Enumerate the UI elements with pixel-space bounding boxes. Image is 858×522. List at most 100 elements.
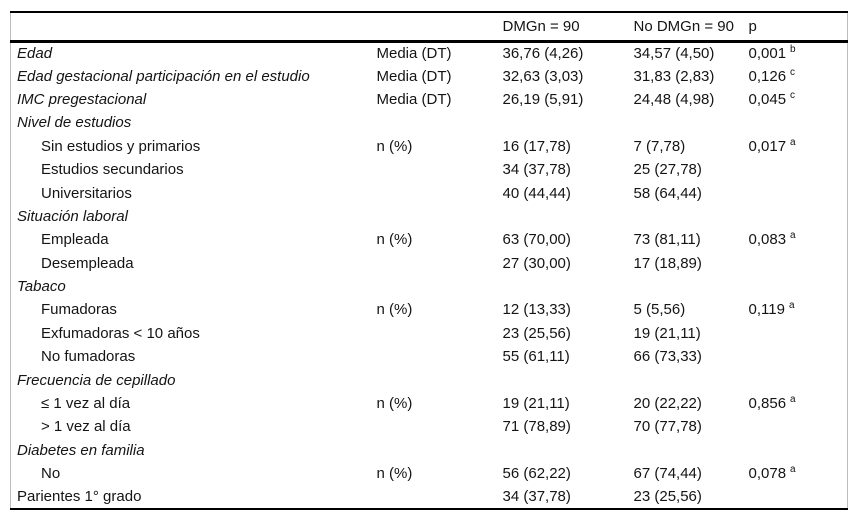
header-empty-label-cell xyxy=(11,12,377,41)
p-value: 0,083 xyxy=(748,231,787,249)
dmg-value-cell: 19 (21,11) xyxy=(502,395,570,413)
p-value-cell xyxy=(749,439,848,462)
dmg-value-cell: 63 (70,00) xyxy=(502,231,571,249)
no-dmg-value-cell: 58 (64,44) xyxy=(633,184,702,202)
row-label: No fumadoras xyxy=(41,348,136,366)
row-label: ≤ 1 vez al día xyxy=(41,395,131,413)
no-dmg-value-cell: 19 (21,11) xyxy=(633,324,701,342)
dmg-value-cell: 32,63 (3,03) xyxy=(502,67,584,85)
row-label: Universitarios xyxy=(41,184,132,202)
row-label: IMC pregestacional xyxy=(17,90,147,108)
stat-type-cell xyxy=(377,439,503,462)
table-row: No n (%) 56 (62,22) 67 (74,44) 0,078 a xyxy=(11,462,848,485)
row-label: Frecuencia de cepillado xyxy=(17,371,176,389)
header-col-p: p xyxy=(748,17,757,35)
no-dmg-value-cell xyxy=(634,368,749,391)
table-row: Estudios secundarios 34 (37,78) 25 (27,7… xyxy=(11,158,848,181)
stat-type-cell: n (%) xyxy=(376,301,413,319)
no-dmg-value-cell: 7 (7,78) xyxy=(633,137,686,155)
row-label: Desempleada xyxy=(41,254,134,272)
header-col-dmg: DMGn = 90 xyxy=(502,17,580,35)
row-label: Situación laboral xyxy=(17,207,128,225)
dmg-value-cell: 34 (37,78) xyxy=(502,488,571,506)
p-value-cell xyxy=(749,345,848,368)
no-dmg-value-cell: 34,57 (4,50) xyxy=(633,44,715,62)
stat-type-cell xyxy=(377,275,503,298)
row-label-cell: Desempleada xyxy=(11,252,377,275)
row-label: Sin estudios y primarios xyxy=(41,137,201,155)
table-row: Desempleada 27 (30,00) 17 (18,89) xyxy=(11,252,848,275)
header-row: DMGn = 90 No DMGn = 90 p xyxy=(10,12,848,41)
p-superscript: a xyxy=(790,464,796,476)
stat-type-cell xyxy=(377,111,503,134)
table-row: Tabaco xyxy=(11,275,848,298)
dmg-value-cell: 26,19 (5,91) xyxy=(502,90,584,108)
p-value-cell: 0,856 a xyxy=(749,392,848,415)
stat-type-cell xyxy=(377,485,503,508)
no-dmg-value-cell: 73 (81,11) xyxy=(633,231,701,249)
p-value-cell xyxy=(749,252,848,275)
p-superscript: c xyxy=(790,89,796,101)
row-label-cell: Sin estudios y primarios xyxy=(11,135,377,158)
dmg-value-cell: 71 (78,89) xyxy=(502,418,571,436)
p-superscript: a xyxy=(790,230,796,242)
stat-type-cell: Media (DT) xyxy=(376,90,452,108)
stat-type-cell xyxy=(377,368,503,391)
row-label-cell: Estudios secundarios xyxy=(11,158,377,181)
p-superscript: a xyxy=(790,394,796,406)
table-row: Parientes 1° grado 34 (37,78) 23 (25,56) xyxy=(11,485,848,508)
dmg-value-cell xyxy=(503,111,634,134)
stat-type-cell xyxy=(377,415,503,438)
row-label-cell: Nivel de estudios xyxy=(11,111,377,134)
row-label-cell: Fumadoras xyxy=(11,298,377,321)
p-value: 0,001 xyxy=(748,44,787,62)
table-row: Universitarios 40 (44,44) 58 (64,44) xyxy=(11,181,848,204)
p-superscript: a xyxy=(788,300,795,312)
table-row: > 1 vez al día 71 (78,89) 70 (77,78) xyxy=(11,415,848,438)
row-label: Estudios secundarios xyxy=(41,161,184,179)
dmg-value-cell: 34 (37,78) xyxy=(502,161,571,179)
no-dmg-value-cell: 17 (18,89) xyxy=(633,254,702,272)
table-row: Empleada n (%) 63 (70,00) 73 (81,11) 0,0… xyxy=(11,228,848,251)
dmg-value-cell: 16 (17,78) xyxy=(502,137,571,155)
row-label: Nivel de estudios xyxy=(17,114,132,132)
p-value-cell: 0,045 c xyxy=(749,88,848,111)
row-label-cell: Edad xyxy=(11,41,377,64)
stat-type-cell: n (%) xyxy=(376,137,413,155)
table-row: Edad Media (DT) 36,76 (4,26) 34,57 (4,50… xyxy=(11,41,848,64)
p-value-cell: 0,126 c xyxy=(749,64,848,87)
row-label-cell: Universitarios xyxy=(11,181,377,204)
no-dmg-value-cell xyxy=(634,205,749,228)
dmg-value-cell: 23 (25,56) xyxy=(502,324,571,342)
row-label-cell: No fumadoras xyxy=(11,345,377,368)
no-dmg-value-cell: 67 (74,44) xyxy=(633,465,702,483)
table-row: Fumadoras n (%) 12 (13,33) 5 (5,56) 0,11… xyxy=(11,298,848,321)
table-row: No fumadoras 55 (61,11) 66 (73,33) xyxy=(11,345,848,368)
p-value-cell xyxy=(749,485,848,508)
no-dmg-value-cell xyxy=(634,439,749,462)
dmg-value-cell xyxy=(503,205,634,228)
table-row: Nivel de estudios xyxy=(11,111,848,134)
p-value: 0,856 xyxy=(748,395,787,413)
dmg-value-cell: 56 (62,22) xyxy=(502,465,571,483)
dmg-value-cell: 27 (30,00) xyxy=(502,254,571,272)
stat-type-cell: n (%) xyxy=(376,465,413,483)
stat-type-cell xyxy=(377,205,503,228)
row-label: Fumadoras xyxy=(41,301,117,319)
row-label: Parientes 1° grado xyxy=(17,488,142,506)
dmg-value-cell xyxy=(503,368,634,391)
stat-type-cell: n (%) xyxy=(376,395,413,413)
row-label-cell: > 1 vez al día xyxy=(11,415,377,438)
p-value-cell: 0,119 a xyxy=(749,298,848,321)
p-value-cell: 0,083 a xyxy=(749,228,848,251)
p-value-cell xyxy=(749,205,848,228)
no-dmg-value-cell: 20 (22,22) xyxy=(633,395,702,413)
row-label-cell: Diabetes en familia xyxy=(11,439,377,462)
p-value: 0,017 xyxy=(748,137,787,155)
no-dmg-value-cell xyxy=(634,275,749,298)
no-dmg-value-cell: 66 (73,33) xyxy=(633,348,702,366)
row-label-cell: Tabaco xyxy=(11,275,377,298)
no-dmg-value-cell: 24,48 (4,98) xyxy=(633,90,715,108)
stat-type-cell: Media (DT) xyxy=(376,44,452,62)
